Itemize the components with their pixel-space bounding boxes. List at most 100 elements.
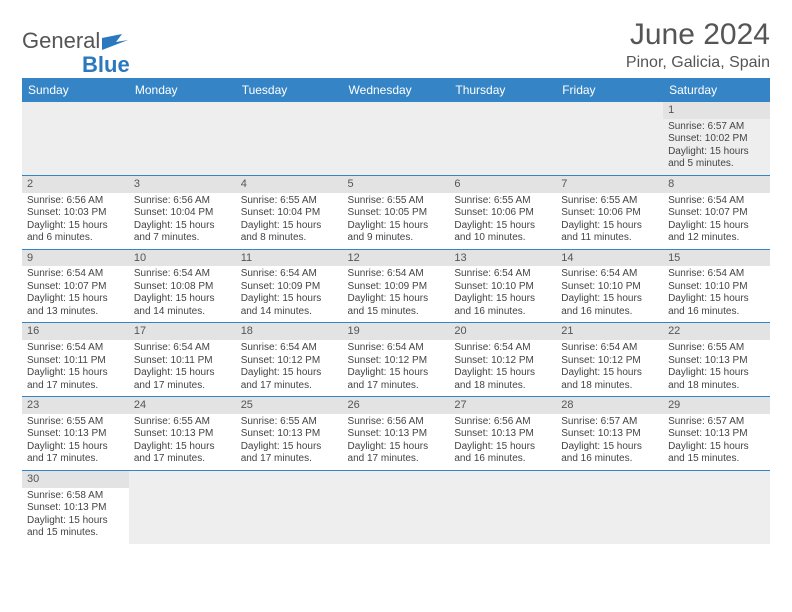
day-details: Sunrise: 6:54 AMSunset: 10:09 PMDaylight… xyxy=(236,266,343,322)
day-details: Sunrise: 6:55 AMSunset: 10:13 PMDaylight… xyxy=(663,340,770,396)
location: Pinor, Galicia, Spain xyxy=(626,54,770,72)
calendar-cell: 14Sunrise: 6:54 AMSunset: 10:10 PMDaylig… xyxy=(556,249,663,323)
day-number: 20 xyxy=(449,323,556,340)
day-details: Sunrise: 6:54 AMSunset: 10:08 PMDaylight… xyxy=(129,266,236,322)
day-number: 22 xyxy=(663,323,770,340)
day-details: Sunrise: 6:54 AMSunset: 10:11 PMDaylight… xyxy=(129,340,236,396)
weekday-header: Friday xyxy=(556,78,663,102)
day-number: 6 xyxy=(449,176,556,193)
weekday-header: Monday xyxy=(129,78,236,102)
calendar-cell xyxy=(129,470,236,543)
day-details: Sunrise: 6:54 AMSunset: 10:10 PMDaylight… xyxy=(556,266,663,322)
day-number: 8 xyxy=(663,176,770,193)
calendar-cell: 13Sunrise: 6:54 AMSunset: 10:10 PMDaylig… xyxy=(449,249,556,323)
day-details: Sunrise: 6:54 AMSunset: 10:11 PMDaylight… xyxy=(22,340,129,396)
day-details: Sunrise: 6:54 AMSunset: 10:10 PMDaylight… xyxy=(449,266,556,322)
day-number: 18 xyxy=(236,323,343,340)
calendar-cell: 16Sunrise: 6:54 AMSunset: 10:11 PMDaylig… xyxy=(22,323,129,397)
day-number: 29 xyxy=(663,397,770,414)
day-number: 30 xyxy=(22,471,129,488)
calendar-cell: 22Sunrise: 6:55 AMSunset: 10:13 PMDaylig… xyxy=(663,323,770,397)
day-details: Sunrise: 6:56 AMSunset: 10:13 PMDaylight… xyxy=(343,414,450,470)
calendar-cell: 18Sunrise: 6:54 AMSunset: 10:12 PMDaylig… xyxy=(236,323,343,397)
day-number: 10 xyxy=(129,250,236,267)
calendar-cell xyxy=(343,102,450,175)
calendar-cell xyxy=(22,102,129,175)
calendar-cell: 12Sunrise: 6:54 AMSunset: 10:09 PMDaylig… xyxy=(343,249,450,323)
calendar-cell xyxy=(236,102,343,175)
day-number: 15 xyxy=(663,250,770,267)
day-number: 27 xyxy=(449,397,556,414)
day-details: Sunrise: 6:54 AMSunset: 10:12 PMDaylight… xyxy=(556,340,663,396)
calendar-body: 1Sunrise: 6:57 AMSunset: 10:02 PMDayligh… xyxy=(22,102,770,544)
day-number: 23 xyxy=(22,397,129,414)
day-details: Sunrise: 6:54 AMSunset: 10:10 PMDaylight… xyxy=(663,266,770,322)
day-number: 5 xyxy=(343,176,450,193)
day-details: Sunrise: 6:54 AMSunset: 10:07 PMDaylight… xyxy=(22,266,129,322)
day-number: 26 xyxy=(343,397,450,414)
day-details: Sunrise: 6:54 AMSunset: 10:09 PMDaylight… xyxy=(343,266,450,322)
calendar-cell: 10Sunrise: 6:54 AMSunset: 10:08 PMDaylig… xyxy=(129,249,236,323)
calendar-cell: 4Sunrise: 6:55 AMSunset: 10:04 PMDayligh… xyxy=(236,175,343,249)
calendar-row: 30Sunrise: 6:58 AMSunset: 10:13 PMDaylig… xyxy=(22,470,770,543)
day-details: Sunrise: 6:55 AMSunset: 10:06 PMDaylight… xyxy=(449,193,556,249)
title-block: June 2024 Pinor, Galicia, Spain xyxy=(626,18,770,72)
day-number: 24 xyxy=(129,397,236,414)
day-number: 25 xyxy=(236,397,343,414)
calendar-cell: 7Sunrise: 6:55 AMSunset: 10:06 PMDayligh… xyxy=(556,175,663,249)
day-details: Sunrise: 6:57 AMSunset: 10:13 PMDaylight… xyxy=(663,414,770,470)
weekday-header: Thursday xyxy=(449,78,556,102)
day-details: Sunrise: 6:54 AMSunset: 10:12 PMDaylight… xyxy=(449,340,556,396)
calendar-cell: 8Sunrise: 6:54 AMSunset: 10:07 PMDayligh… xyxy=(663,175,770,249)
calendar-cell: 28Sunrise: 6:57 AMSunset: 10:13 PMDaylig… xyxy=(556,397,663,471)
day-number: 4 xyxy=(236,176,343,193)
calendar-cell: 23Sunrise: 6:55 AMSunset: 10:13 PMDaylig… xyxy=(22,397,129,471)
day-number: 2 xyxy=(22,176,129,193)
calendar-cell xyxy=(449,470,556,543)
calendar-cell: 24Sunrise: 6:55 AMSunset: 10:13 PMDaylig… xyxy=(129,397,236,471)
calendar-cell: 20Sunrise: 6:54 AMSunset: 10:12 PMDaylig… xyxy=(449,323,556,397)
logo-text-blue: Blue xyxy=(82,52,130,78)
calendar-cell xyxy=(343,470,450,543)
weekday-header: Wednesday xyxy=(343,78,450,102)
calendar-row: 2Sunrise: 6:56 AMSunset: 10:03 PMDayligh… xyxy=(22,175,770,249)
calendar-cell xyxy=(129,102,236,175)
day-details: Sunrise: 6:55 AMSunset: 10:13 PMDaylight… xyxy=(236,414,343,470)
calendar-cell: 17Sunrise: 6:54 AMSunset: 10:11 PMDaylig… xyxy=(129,323,236,397)
day-details: Sunrise: 6:55 AMSunset: 10:06 PMDaylight… xyxy=(556,193,663,249)
day-details: Sunrise: 6:56 AMSunset: 10:04 PMDaylight… xyxy=(129,193,236,249)
calendar-cell: 3Sunrise: 6:56 AMSunset: 10:04 PMDayligh… xyxy=(129,175,236,249)
calendar-cell xyxy=(663,470,770,543)
day-number: 12 xyxy=(343,250,450,267)
weekday-header: Tuesday xyxy=(236,78,343,102)
day-details: Sunrise: 6:56 AMSunset: 10:03 PMDaylight… xyxy=(22,193,129,249)
day-number: 7 xyxy=(556,176,663,193)
day-number: 17 xyxy=(129,323,236,340)
day-details: Sunrise: 6:54 AMSunset: 10:12 PMDaylight… xyxy=(236,340,343,396)
day-details: Sunrise: 6:56 AMSunset: 10:13 PMDaylight… xyxy=(449,414,556,470)
weekday-header-row: Sunday Monday Tuesday Wednesday Thursday… xyxy=(22,78,770,102)
calendar-cell: 15Sunrise: 6:54 AMSunset: 10:10 PMDaylig… xyxy=(663,249,770,323)
calendar-cell xyxy=(449,102,556,175)
calendar-cell: 1Sunrise: 6:57 AMSunset: 10:02 PMDayligh… xyxy=(663,102,770,175)
calendar-cell xyxy=(556,470,663,543)
day-number: 9 xyxy=(22,250,129,267)
calendar-cell: 29Sunrise: 6:57 AMSunset: 10:13 PMDaylig… xyxy=(663,397,770,471)
day-details: Sunrise: 6:55 AMSunset: 10:13 PMDaylight… xyxy=(129,414,236,470)
calendar-cell: 11Sunrise: 6:54 AMSunset: 10:09 PMDaylig… xyxy=(236,249,343,323)
calendar-row: 23Sunrise: 6:55 AMSunset: 10:13 PMDaylig… xyxy=(22,397,770,471)
day-number: 16 xyxy=(22,323,129,340)
calendar-row: 16Sunrise: 6:54 AMSunset: 10:11 PMDaylig… xyxy=(22,323,770,397)
day-details: Sunrise: 6:54 AMSunset: 10:12 PMDaylight… xyxy=(343,340,450,396)
day-details: Sunrise: 6:57 AMSunset: 10:02 PMDaylight… xyxy=(663,119,770,175)
day-details: Sunrise: 6:55 AMSunset: 10:05 PMDaylight… xyxy=(343,193,450,249)
day-details: Sunrise: 6:54 AMSunset: 10:07 PMDaylight… xyxy=(663,193,770,249)
day-number: 11 xyxy=(236,250,343,267)
calendar-cell: 25Sunrise: 6:55 AMSunset: 10:13 PMDaylig… xyxy=(236,397,343,471)
weekday-header: Saturday xyxy=(663,78,770,102)
month-title: June 2024 xyxy=(626,18,770,52)
day-details: Sunrise: 6:58 AMSunset: 10:13 PMDaylight… xyxy=(22,488,129,544)
day-details: Sunrise: 6:57 AMSunset: 10:13 PMDaylight… xyxy=(556,414,663,470)
calendar-cell: 26Sunrise: 6:56 AMSunset: 10:13 PMDaylig… xyxy=(343,397,450,471)
calendar-row: 1Sunrise: 6:57 AMSunset: 10:02 PMDayligh… xyxy=(22,102,770,175)
